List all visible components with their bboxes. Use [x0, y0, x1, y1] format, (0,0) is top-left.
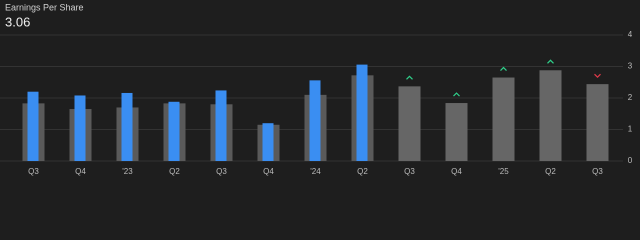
x-tick-label: Q4 — [451, 167, 462, 176]
x-tick-label: Q4 — [263, 167, 274, 176]
actual-bar — [168, 101, 180, 161]
actual-bar — [74, 95, 86, 161]
x-tick-label: '24 — [310, 167, 321, 176]
x-tick-label: Q3 — [28, 167, 39, 176]
x-tick-label: Q2 — [169, 167, 180, 176]
x-tick-label: '25 — [498, 167, 509, 176]
estimate-bar — [586, 84, 609, 161]
revision-arrow — [500, 66, 507, 71]
y-tick-label: 2 — [628, 93, 633, 102]
actual-bar — [27, 91, 39, 161]
actual-bar — [262, 123, 274, 161]
page: Earnings Per Share 3.06 0 1 2 3 4 Q3 Q4 '23 Q2 Q3… — [0, 2, 633, 177]
actual-bar — [309, 80, 321, 161]
y-tick-label: 4 — [628, 30, 633, 39]
y-tick-label: 0 — [628, 156, 633, 165]
x-tick-label: Q2 — [545, 167, 556, 176]
estimate-bar — [445, 103, 468, 161]
chart: Earnings Per Share 3.06 0 1 2 3 4 Q3 Q4 '23 Q2 Q3… — [0, 2, 633, 177]
actual-bar — [121, 92, 133, 161]
actual-bar — [215, 90, 227, 161]
revision-arrow — [406, 75, 413, 80]
revision-arrow — [547, 59, 554, 64]
y-tick-label: 1 — [628, 125, 633, 134]
chart-title: Earnings Per Share — [5, 2, 84, 12]
headline-value: 3.06 — [5, 14, 30, 29]
x-tick-label: Q3 — [216, 167, 227, 176]
estimate-bar — [539, 70, 562, 161]
estimate-bar — [492, 77, 515, 161]
x-tick-label: Q4 — [75, 167, 86, 176]
y-tick-label: 3 — [628, 62, 633, 71]
x-tick-label: Q3 — [404, 167, 415, 176]
revision-arrow — [453, 92, 460, 97]
estimate-bar — [398, 86, 421, 161]
actual-bar — [356, 64, 368, 161]
x-tick-label: Q2 — [357, 167, 368, 176]
x-tick-label: Q3 — [592, 167, 603, 176]
x-tick-label: '23 — [122, 167, 133, 176]
revision-arrow — [594, 73, 601, 78]
